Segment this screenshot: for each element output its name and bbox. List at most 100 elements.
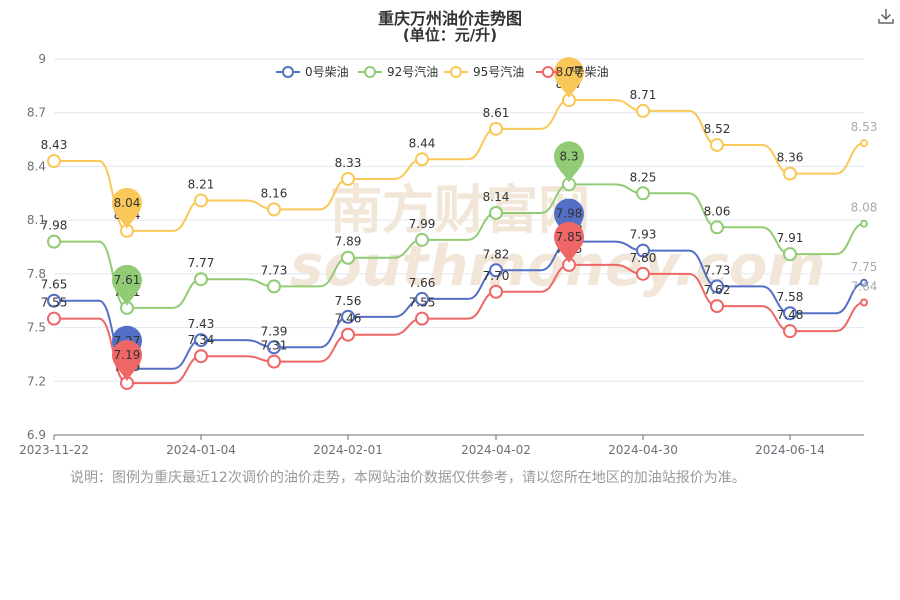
- data-point: [636, 186, 650, 201]
- watermark: 南方财富网 southmoney.com: [290, 181, 826, 299]
- data-point: [636, 103, 650, 118]
- data-label: 7.58: [777, 290, 804, 304]
- y-tick-label: 7.2: [27, 374, 46, 388]
- data-point: [636, 266, 650, 281]
- data-point: [860, 139, 868, 148]
- data-point: [194, 193, 208, 208]
- data-label: 7.43: [188, 317, 215, 331]
- markpoint-pin: [554, 141, 584, 183]
- markpoint-label: 7.98: [556, 207, 583, 221]
- data-point: [860, 298, 868, 307]
- data-point: [341, 171, 355, 186]
- data-label: 8.36: [777, 151, 804, 165]
- y-tick-label: 8.4: [27, 159, 46, 173]
- data-point: [860, 219, 868, 228]
- data-point: [489, 121, 503, 136]
- chart-note: 说明：图例为重庆最近12次调价的油价走势，本网站油价数据仅供参考，请以您所在地区…: [70, 470, 746, 486]
- data-label: 8.71: [630, 88, 657, 102]
- data-point: [47, 311, 61, 326]
- chart-title: 重庆万州油价走势图: [377, 9, 522, 28]
- data-label: 7.62: [704, 283, 731, 297]
- data-point: [710, 220, 724, 235]
- data-point: [267, 202, 281, 217]
- markpoint-pin: [112, 264, 142, 306]
- data-point: [194, 272, 208, 287]
- data-label: 7.31: [261, 339, 288, 353]
- data-point: [783, 306, 797, 321]
- data-point: [710, 137, 724, 152]
- x-tick-label: 2024-02-01: [313, 443, 383, 457]
- watermark-cn: 南方财富网: [330, 181, 590, 241]
- data-label: 7.80: [630, 251, 657, 265]
- legend-marker: [450, 66, 462, 78]
- x-tick-label: 2024-04-30: [608, 443, 678, 457]
- markpoint-pin: [554, 221, 584, 263]
- data-point: [341, 309, 355, 324]
- data-point: [636, 243, 650, 258]
- markpoint-label: 7.85: [556, 230, 583, 244]
- data-label: 7.91: [777, 231, 804, 245]
- data-label: 8.14: [483, 190, 510, 204]
- data-point: [47, 154, 61, 169]
- data-point: [783, 324, 797, 339]
- data-label: 7.56: [335, 294, 362, 308]
- data-label: 8.33: [335, 156, 362, 170]
- legend-label: 0号柴油: [565, 65, 609, 79]
- data-label: 8.43: [41, 138, 68, 152]
- data-label: 7.77: [188, 256, 215, 270]
- data-label: 8.44: [409, 136, 436, 150]
- y-tick-label: 9: [38, 52, 46, 66]
- data-label: 8.08: [851, 201, 878, 215]
- legend-item-3[interactable]: 0号柴油: [536, 65, 609, 79]
- legend-label: 95号汽油: [473, 64, 524, 79]
- data-label: 8.61: [483, 106, 510, 120]
- data-label: 7.73: [704, 263, 731, 277]
- markpoint-pin: [112, 340, 142, 382]
- data-point: [47, 293, 61, 308]
- data-label: 7.99: [409, 217, 436, 231]
- data-label: 7.64: [851, 280, 878, 294]
- markpoint-label: 8.3: [559, 149, 578, 163]
- data-label: 7.73: [261, 263, 288, 277]
- grid: [54, 58, 864, 436]
- x-tick-label: 2024-01-04: [166, 443, 236, 457]
- data-point: [860, 278, 868, 287]
- legend: 0号柴油 92号汽油 95号汽油 0号柴油: [276, 64, 609, 79]
- data-point: [267, 279, 281, 294]
- data-point: [489, 284, 503, 299]
- markpoint-pin: [112, 187, 142, 229]
- data-label: 7.39: [261, 324, 288, 338]
- data-point: [710, 279, 724, 294]
- data-label: 7.82: [483, 247, 510, 261]
- data-label: 7.70: [483, 269, 510, 283]
- legend-marker: [542, 66, 554, 78]
- data-label: 7.65: [41, 278, 68, 292]
- data-point: [415, 311, 429, 326]
- data-point: [415, 232, 429, 247]
- axes: 6.9 7.2 7.5 7.8 8.1 8.4 8.7 9 2023-11-22 2024-01-…: [19, 52, 864, 457]
- data-point: [267, 354, 281, 369]
- legend-item-0[interactable]: 0号柴油: [276, 65, 349, 79]
- x-tick-label: 2023-11-22: [19, 443, 89, 457]
- series: [47, 93, 868, 391]
- download-icon[interactable]: [876, 6, 896, 26]
- legend-item-1[interactable]: 92号汽油: [358, 64, 438, 79]
- y-tick-label: 8.7: [27, 106, 46, 120]
- data-label: 8.52: [704, 122, 731, 136]
- data-label: 7.55: [41, 296, 68, 310]
- y-tick-label: 8.1: [27, 213, 46, 227]
- data-label: 8.06: [704, 204, 731, 218]
- legend-label: 92号汽油: [387, 64, 438, 79]
- y-tick-label: 7.5: [27, 321, 46, 335]
- legend-item-2[interactable]: 95号汽油: [444, 64, 524, 79]
- legend-label: 0号柴油: [305, 65, 349, 79]
- markpoint-pin: [554, 57, 584, 99]
- data-point: [194, 349, 208, 364]
- data-point: [341, 327, 355, 342]
- data-point: [415, 152, 429, 167]
- data-label: 7.75: [851, 260, 878, 274]
- data-point: [783, 247, 797, 262]
- data-point: [489, 205, 503, 220]
- data-label: 7.89: [335, 235, 362, 249]
